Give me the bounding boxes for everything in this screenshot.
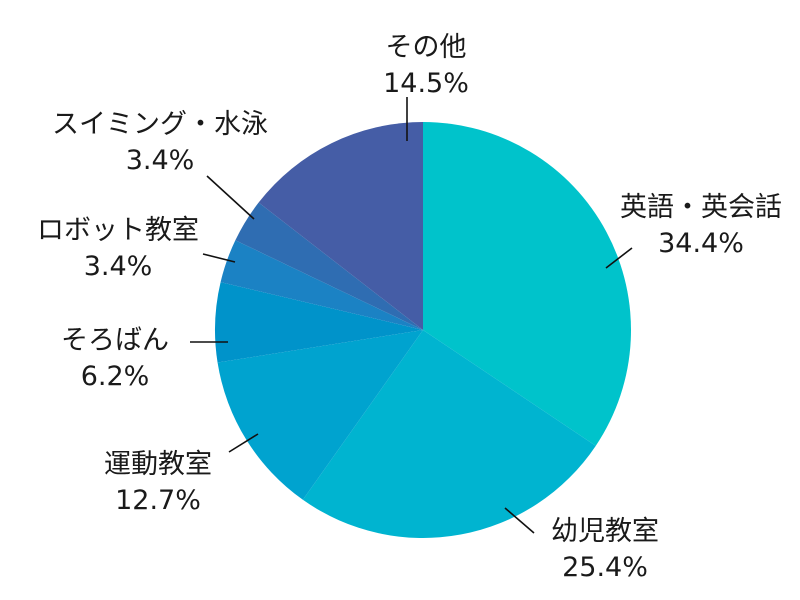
label-swimming-name: スイミング・水泳 — [52, 109, 268, 140]
pie-slice — [215, 282, 423, 363]
pie-slice — [423, 122, 632, 446]
label-robot: ロボット教室 3.4% — [18, 213, 218, 285]
label-other: その他 14.5% — [356, 30, 496, 102]
leader-line-sports — [228, 433, 259, 453]
label-preschool: 幼児教室 25.4% — [525, 514, 685, 586]
label-swimming-pct: 3.4% — [125, 145, 195, 176]
label-english-name: 英語・英会話 — [620, 192, 782, 223]
label-sports: 運動教室 12.7% — [78, 447, 238, 519]
label-other-pct: 14.5% — [383, 68, 469, 99]
pie-slice — [302, 330, 596, 539]
label-soroban-pct: 6.2% — [80, 361, 150, 392]
label-robot-name: ロボット教室 — [37, 215, 199, 246]
label-english-pct: 34.4% — [658, 228, 744, 259]
label-preschool-pct: 25.4% — [562, 552, 648, 583]
leader-line-english — [605, 247, 633, 269]
label-soroban: そろばん 6.2% — [40, 323, 190, 395]
label-sports-pct: 12.7% — [115, 485, 201, 516]
pie-slice — [235, 202, 423, 330]
label-soroban-name: そろばん — [61, 325, 169, 356]
pie-slices — [215, 122, 632, 539]
label-english: 英語・英会話 34.4% — [606, 190, 796, 262]
pie-slice — [220, 240, 423, 330]
label-sports-name: 運動教室 — [104, 449, 212, 480]
label-robot-pct: 3.4% — [83, 251, 153, 282]
pie-slice — [217, 330, 423, 500]
leader-line-swimming — [206, 175, 255, 220]
leader-line-preschool — [504, 507, 535, 534]
leader-line-robot — [202, 253, 236, 263]
label-swimming: スイミング・水泳 3.4% — [30, 107, 290, 179]
label-preschool-name: 幼児教室 — [551, 516, 659, 547]
label-other-name: その他 — [385, 32, 467, 63]
pie-slice — [258, 122, 423, 330]
leader-lines — [190, 97, 633, 534]
